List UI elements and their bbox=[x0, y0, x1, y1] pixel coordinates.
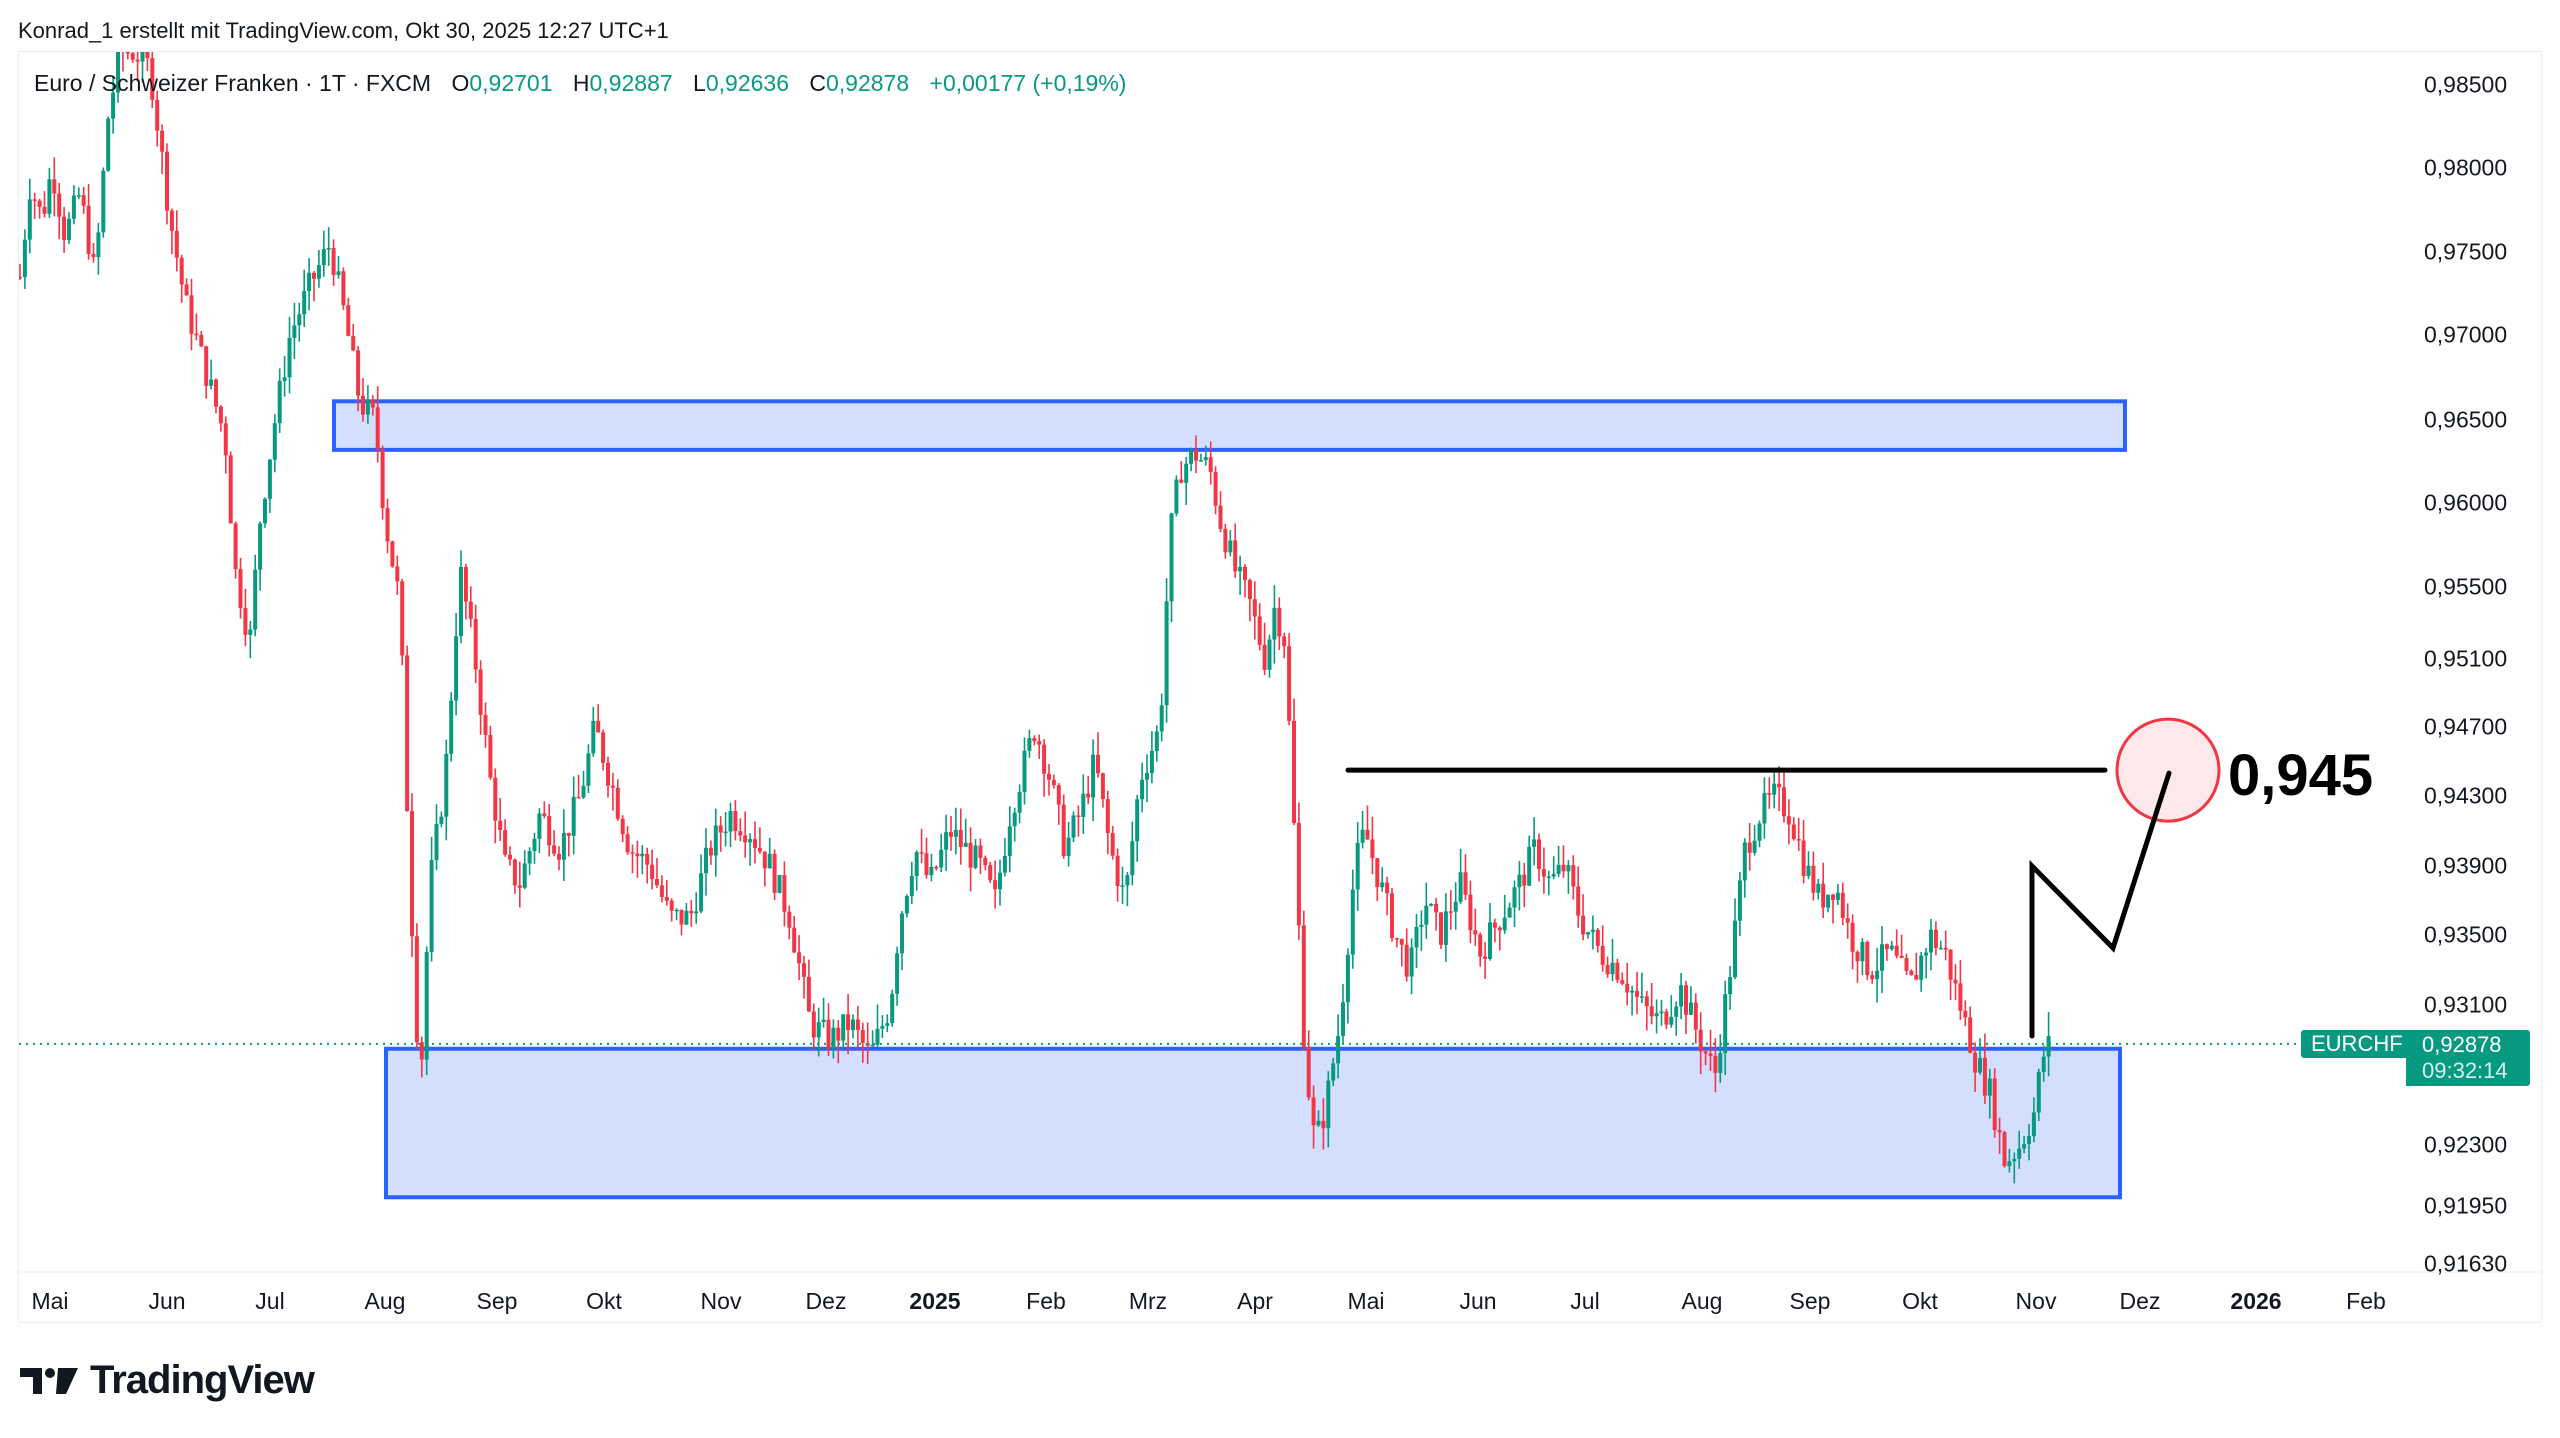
time-tick: Aug bbox=[1681, 1288, 1723, 1314]
close-value: 0,92878 bbox=[826, 70, 910, 96]
change-value: +0,00177 (+0,19%) bbox=[929, 70, 1127, 96]
target-price-label[interactable]: 0,945 bbox=[2228, 743, 2374, 808]
price-tick: 0,91950 bbox=[2424, 1192, 2508, 1219]
last-price-tag: 0,92878 09:32:14 bbox=[2406, 1030, 2530, 1086]
time-tick: Okt bbox=[1902, 1288, 1938, 1314]
open-label: O bbox=[451, 70, 470, 96]
tradingview-logo: TradingView bbox=[20, 1358, 315, 1403]
price-tick: 0,95100 bbox=[2424, 645, 2508, 672]
time-tick: Jul bbox=[255, 1288, 285, 1314]
time-tick: Nov bbox=[700, 1288, 742, 1314]
support-zone[interactable] bbox=[384, 1046, 2122, 1200]
low-value: 0,92636 bbox=[705, 70, 789, 96]
symbol-price-tag: EURCHF bbox=[2301, 1030, 2413, 1058]
time-tick: Jun bbox=[1459, 1288, 1497, 1314]
candles bbox=[19, 52, 2051, 1184]
time-tick: Jul bbox=[1570, 1288, 1600, 1314]
target-circle bbox=[2115, 717, 2221, 823]
time-tick: Apr bbox=[1237, 1288, 1273, 1314]
price-tick: 0,96500 bbox=[2424, 406, 2508, 433]
high-label: H bbox=[572, 70, 590, 96]
time-tick: Feb bbox=[1026, 1288, 1066, 1314]
time-tick: Aug bbox=[364, 1288, 406, 1314]
close-label: C bbox=[809, 70, 826, 96]
projection-path bbox=[2029, 770, 2172, 1039]
time-tick: Jun bbox=[148, 1288, 186, 1314]
time-tick: Feb bbox=[2346, 1288, 2386, 1314]
time-tick: Nov bbox=[2015, 1288, 2057, 1314]
high-value: 0,92887 bbox=[589, 70, 673, 96]
price-tick: 0,93500 bbox=[2424, 921, 2508, 948]
time-tick: Mai bbox=[31, 1288, 69, 1314]
resistance-zone[interactable] bbox=[332, 399, 2127, 452]
price-tick: 0,98500 bbox=[2424, 71, 2508, 98]
time-tick: Okt bbox=[586, 1288, 622, 1314]
price-tick: 0,93100 bbox=[2424, 991, 2508, 1018]
price-tick: 0,97000 bbox=[2424, 321, 2508, 348]
time-tick: Sep bbox=[476, 1288, 518, 1314]
price-tick: 0,96000 bbox=[2424, 489, 2508, 516]
time-tick: Dez bbox=[805, 1288, 847, 1314]
bar-countdown: 09:32:14 bbox=[2422, 1058, 2508, 1083]
time-tick: 2026 bbox=[2230, 1288, 2282, 1314]
tradingview-logo-icon bbox=[20, 1367, 78, 1394]
price-tick: 0,95500 bbox=[2424, 573, 2508, 600]
time-tick: Sep bbox=[1789, 1288, 1831, 1314]
open-value: 0,92701 bbox=[469, 70, 553, 96]
price-tick: 0,94700 bbox=[2424, 713, 2508, 740]
price-tick: 0,97500 bbox=[2424, 238, 2508, 265]
chart-credit: Konrad_1 erstellt mit TradingView.com, O… bbox=[18, 18, 669, 43]
time-tick: 2025 bbox=[909, 1288, 961, 1314]
price-tick: 0,91630 bbox=[2424, 1250, 2508, 1277]
symbol-description[interactable]: Euro / Schweizer Franken · 1T · FXCM bbox=[34, 70, 432, 96]
last-price-value: 0,92878 bbox=[2422, 1032, 2502, 1057]
time-tick: Mai bbox=[1347, 1288, 1385, 1314]
time-tick: Dez bbox=[2119, 1288, 2161, 1314]
symbol-legend: Euro / Schweizer Franken · 1T · FXCM O0,… bbox=[34, 70, 1140, 97]
price-tick: 0,92300 bbox=[2424, 1131, 2508, 1158]
price-tick: 0,93900 bbox=[2424, 852, 2508, 879]
time-tick: Mrz bbox=[1128, 1288, 1168, 1314]
logo-text: TradingView bbox=[90, 1358, 315, 1402]
price-tick: 0,98000 bbox=[2424, 154, 2508, 181]
low-label: L bbox=[693, 70, 706, 96]
price-tick: 0,94300 bbox=[2424, 782, 2508, 809]
